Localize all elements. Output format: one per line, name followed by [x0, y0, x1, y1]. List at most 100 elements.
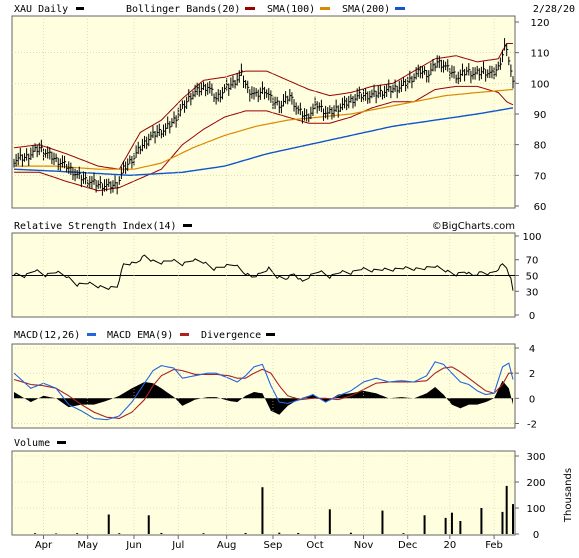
- volume-bar: [297, 532, 300, 534]
- macd-tick-label: 0: [529, 394, 535, 405]
- price-tick-label: 100: [530, 79, 549, 90]
- volume-bar: [328, 509, 331, 534]
- legend-macd-label: MACD(12,26): [14, 330, 80, 341]
- volume-bar: [402, 533, 405, 534]
- macd-plot-area: [11, 343, 516, 429]
- month-tick-label: Apr: [35, 540, 53, 551]
- rsi-panel: 0 30 50 70 100 Relative Strength Index(14) ©…: [11, 221, 542, 322]
- legend-volume-label: Volume: [14, 438, 50, 449]
- month-tick-label: 20: [443, 540, 456, 551]
- volume-tick-label: 100: [526, 504, 545, 515]
- price-panel: 60 70 80 90 100 110 120 XAU Daily Bollinger Ba…: [11, 4, 575, 213]
- price-tick-label: 110: [530, 49, 549, 60]
- legend-rsi-swatch: [183, 224, 192, 227]
- rsi-series: [12, 254, 515, 291]
- macd-tick-label: -2: [527, 419, 537, 430]
- bollinger-upper-line: [13, 43, 513, 170]
- rsi-y-ticks: 0 30 50 70 100: [515, 232, 542, 322]
- legend-sma200-label: SMA(200): [342, 4, 390, 15]
- volume-bar: [381, 510, 384, 534]
- macd-line: [13, 361, 514, 421]
- volume-axis-label: Thousands: [563, 468, 574, 523]
- month-tick-label: May: [77, 540, 98, 551]
- legend-volume-swatch: [57, 441, 66, 444]
- month-tick-label: Oct: [306, 540, 323, 551]
- volume-tick-label: 200: [526, 478, 545, 489]
- price-legend: XAU Daily Bollinger Bands(20) SMA(100) S…: [14, 4, 575, 15]
- month-tick-label: Jul: [171, 540, 184, 551]
- volume-y-ticks: 0 100 200 300: [515, 452, 546, 541]
- price-tick-label: 60: [534, 202, 547, 213]
- legend-macd-ema-swatch: [180, 333, 189, 336]
- macd-y-ticks: -2 0 2 4: [515, 344, 537, 430]
- volume-bar: [34, 533, 37, 534]
- rsi-tick-label: 30: [526, 287, 539, 298]
- legend-rsi-label: Relative Strength Index(14): [14, 221, 177, 232]
- volume-plot-area: [11, 450, 516, 536]
- volume-bar: [278, 532, 281, 534]
- volume-bar: [349, 532, 352, 534]
- volume-bar: [107, 514, 110, 534]
- volume-bar: [459, 521, 462, 534]
- price-tick-label: 90: [534, 110, 547, 121]
- volume-bar: [423, 515, 426, 534]
- legend-divergence-label: Divergence: [201, 330, 261, 341]
- rsi-line: [13, 254, 514, 291]
- month-tick-label: Sep: [264, 540, 283, 551]
- bollinger-lower-line: [14, 85, 514, 192]
- rsi-tick-label: 0: [529, 311, 535, 322]
- volume-bar: [450, 512, 453, 534]
- rsi-tick-label: 70: [526, 256, 539, 267]
- month-tick-label: Feb: [485, 540, 503, 551]
- price-plot-area: [11, 15, 516, 209]
- price-tick-label: 70: [534, 171, 547, 182]
- volume-panel: 0 100 200 300 Volume Thousands: [11, 438, 574, 541]
- volume-bar: [55, 533, 58, 534]
- month-tick-label: Jun: [125, 540, 142, 551]
- rsi-tick-label: 50: [526, 272, 539, 283]
- price-tick-label: 120: [530, 18, 549, 29]
- volume-bar: [501, 511, 504, 534]
- month-axis: Apr May Jun Jul Aug Sep Oct Nov Dec 20 Feb: [35, 16, 503, 551]
- rsi-tick-label: 100: [522, 232, 541, 243]
- legend-price-swatch: [76, 7, 84, 10]
- macd-panel: -2 0 2 4 MACD(12,26) MACD EMA(9) Divergence: [11, 330, 537, 430]
- month-tick-label: Dec: [398, 540, 417, 551]
- volume-tick-label: 300: [526, 452, 545, 463]
- volume-bar: [160, 532, 163, 534]
- volume-bar: [480, 508, 483, 534]
- legend-sma100-label: SMA(100): [267, 4, 315, 15]
- volume-bar: [261, 487, 264, 534]
- macd-legend: MACD(12,26) MACD EMA(9) Divergence: [14, 330, 275, 341]
- volume-bar: [444, 517, 447, 534]
- macd-tick-label: 4: [529, 344, 535, 355]
- macd-series: [13, 361, 514, 421]
- watermark: ©BigCharts.com: [432, 221, 515, 232]
- legend-bollinger-label: Bollinger Bands(20): [126, 4, 240, 15]
- legend-macd-swatch: [87, 333, 96, 336]
- legend-price-label: XAU Daily: [14, 4, 68, 15]
- volume-bar: [202, 533, 205, 534]
- macd-tick-label: 2: [529, 369, 535, 380]
- sma100-line: [14, 88, 514, 170]
- macd-ema-line: [13, 366, 513, 420]
- legend-divergence-swatch: [266, 333, 275, 336]
- volume-bar: [512, 504, 514, 534]
- legend-sma200-swatch: [395, 7, 405, 10]
- volume-series: [34, 485, 514, 534]
- month-tick-label: Aug: [217, 540, 237, 551]
- macd-divergence-area: [14, 380, 513, 415]
- chart-date: 2/28/20: [533, 4, 575, 15]
- volume-bar: [505, 485, 508, 534]
- month-tick-label: Nov: [354, 540, 374, 551]
- sma200-line: [13, 107, 514, 177]
- volume-tick-label: 0: [533, 530, 539, 541]
- volume-bar: [118, 533, 121, 534]
- volume-bar: [147, 515, 150, 534]
- volume-bar: [244, 532, 247, 534]
- volume-bar: [76, 533, 79, 534]
- legend-macd-ema-label: MACD EMA(9): [107, 330, 173, 341]
- price-tick-label: 80: [534, 141, 547, 152]
